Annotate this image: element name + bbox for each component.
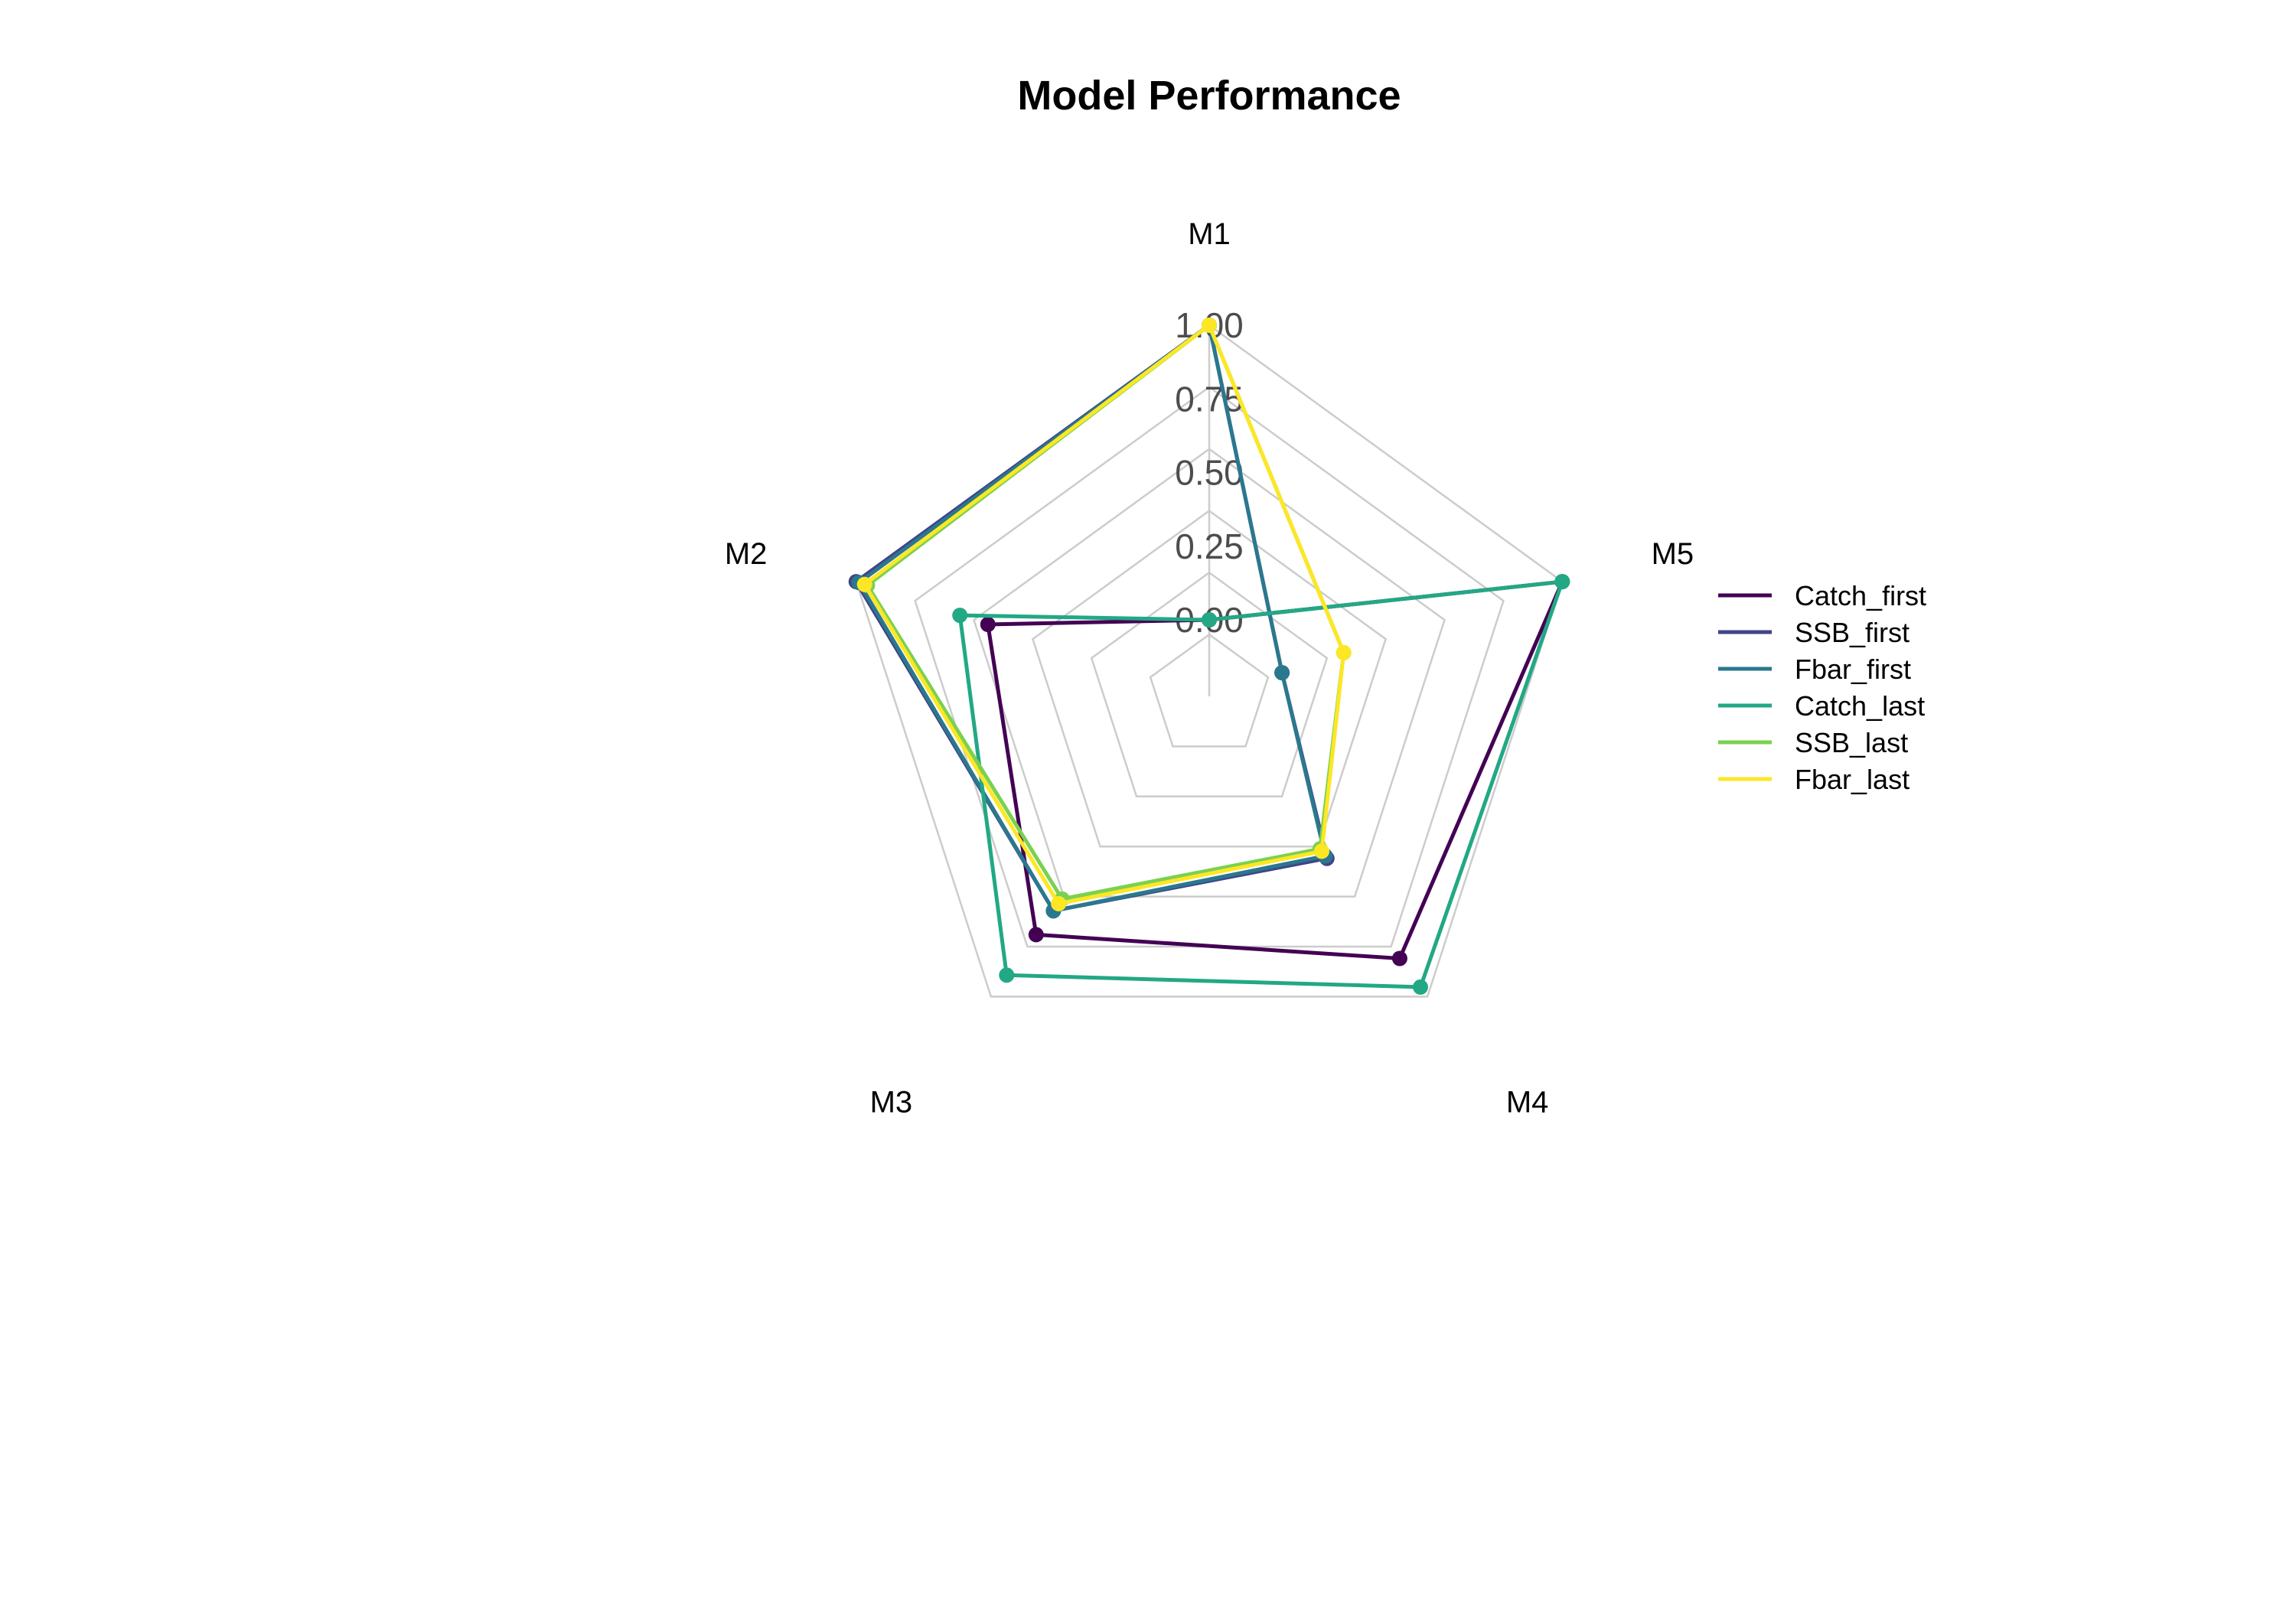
data-point-m4 xyxy=(1314,843,1329,859)
legend-label: SSB_first xyxy=(1795,617,1910,648)
legend-label: SSB_last xyxy=(1795,727,1908,758)
data-point-m3 xyxy=(999,967,1015,983)
data-point-m5 xyxy=(1274,665,1290,681)
grid-ring xyxy=(1149,633,1270,748)
tick-label: 0.50 xyxy=(1175,453,1244,493)
legend-item: SSB_first xyxy=(1718,617,1910,648)
legend-label: Catch_first xyxy=(1795,580,1926,611)
category-label-m2: M2 xyxy=(725,537,768,571)
grid-ring xyxy=(1090,571,1329,798)
series-line xyxy=(863,323,1346,906)
grid-ring xyxy=(973,448,1446,898)
legend-item: Fbar_last xyxy=(1718,764,1910,795)
legend-item: Catch_last xyxy=(1718,690,1925,722)
radial-tick-labels: 0.000.250.500.751.00 xyxy=(1175,305,1244,640)
data-point-m1 xyxy=(1202,612,1217,627)
data-point-m5 xyxy=(1336,644,1352,660)
legend-item: SSB_last xyxy=(1718,727,1908,758)
data-point-m3 xyxy=(1028,927,1044,943)
legend-label: Catch_last xyxy=(1795,690,1925,722)
data-point-m4 xyxy=(1391,950,1407,966)
series-line xyxy=(957,579,1564,989)
radar-grid xyxy=(855,324,1564,998)
legend-label: Fbar_last xyxy=(1795,764,1910,795)
legend: Catch_first SSB_first Fbar_first Catch_last… xyxy=(1718,580,1926,795)
data-point-m3 xyxy=(1051,895,1067,911)
category-label-m3: M3 xyxy=(870,1085,913,1119)
category-labels: M1 M2 M3 M4 M5 xyxy=(725,217,1694,1119)
category-label-m4: M4 xyxy=(1506,1085,1549,1119)
series-catch-last xyxy=(952,574,1570,995)
category-label-m1: M1 xyxy=(1188,217,1231,251)
legend-label: Fbar_first xyxy=(1795,654,1911,685)
legend-item: Catch_first xyxy=(1718,580,1926,611)
series-layer xyxy=(848,318,1570,995)
data-point-m2 xyxy=(952,608,968,624)
category-label-m5: M5 xyxy=(1652,537,1694,571)
legend-item: Fbar_first xyxy=(1718,654,1911,685)
data-point-m2 xyxy=(856,576,872,592)
tick-label: 0.25 xyxy=(1175,526,1244,566)
data-point-m2 xyxy=(980,617,996,632)
data-point-m5 xyxy=(1554,574,1570,590)
data-point-m1 xyxy=(1202,318,1217,333)
series-fbar-last xyxy=(856,318,1352,911)
chart-title: Model Performance xyxy=(1017,73,1401,119)
data-point-m4 xyxy=(1413,979,1428,995)
